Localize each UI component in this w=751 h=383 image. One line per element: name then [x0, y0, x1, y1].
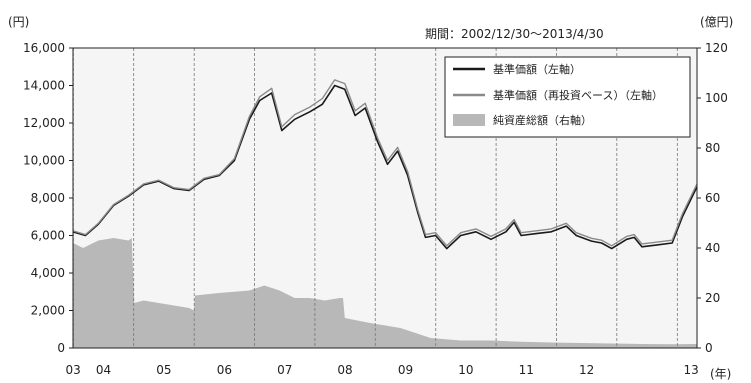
x-tick-label: 08 — [337, 363, 352, 377]
y-right-unit: (億円) — [700, 15, 733, 29]
y-left-tick-label: 10,000 — [23, 154, 65, 168]
y-left-unit: (円) — [8, 15, 29, 29]
x-tick-label: 05 — [156, 363, 171, 377]
y-left-tick-label: 12,000 — [23, 116, 65, 130]
y-left-tick-label: 6,000 — [31, 229, 65, 243]
y-left-tick-label: 0 — [57, 341, 65, 355]
x-tick-label: 10 — [458, 363, 473, 377]
y-left-tick-label: 4,000 — [31, 266, 65, 280]
y-right-tick-label: 20 — [705, 291, 720, 305]
y-right-tick-label: 100 — [705, 91, 728, 105]
legend-label-nav: 基準価額（左軸） — [493, 62, 581, 76]
x-tick-label: 06 — [217, 363, 232, 377]
y-left-tick-label: 16,000 — [23, 41, 65, 55]
series-nav-line — [72, 84, 698, 250]
x-tick-label: 09 — [398, 363, 413, 377]
legend: 基準価額（左軸） 基準価額（再投資ベース）（左軸） 純資産総額（右軸） — [444, 56, 691, 138]
y-left-tick-label: 14,000 — [23, 79, 65, 93]
legend-swatch-net-assets — [453, 114, 485, 126]
x-tick-label: 13 — [684, 363, 699, 377]
x-tick-label: 03 — [66, 363, 81, 377]
x-unit: (年) — [710, 367, 731, 381]
legend-label-reinvest: 基準価額（再投資ベース）（左軸） — [493, 88, 663, 102]
series-reinvest-line — [72, 79, 698, 247]
x-tick-label: 12 — [579, 363, 594, 377]
x-tick-label: 11 — [519, 363, 534, 377]
y-right-tick-label: 120 — [705, 41, 728, 55]
period-label: 期間：2002/12/30～2013/4/30 — [425, 27, 604, 41]
legend-label-net-assets: 純資産総額（右軸） — [493, 113, 592, 127]
y-left-tick-label: 8,000 — [31, 191, 65, 205]
y-right-tick-label: 0 — [705, 341, 713, 355]
y-right-tick-label: 40 — [705, 241, 720, 255]
x-tick-label: 04 — [96, 363, 111, 377]
y-right-tick-label: 60 — [705, 191, 720, 205]
y-left-tick-label: 2,000 — [31, 304, 65, 318]
series-net-assets-area — [73, 238, 697, 348]
legend-box — [444, 56, 691, 138]
x-tick-label: 07 — [277, 363, 292, 377]
y-right-tick-label: 80 — [705, 141, 720, 155]
